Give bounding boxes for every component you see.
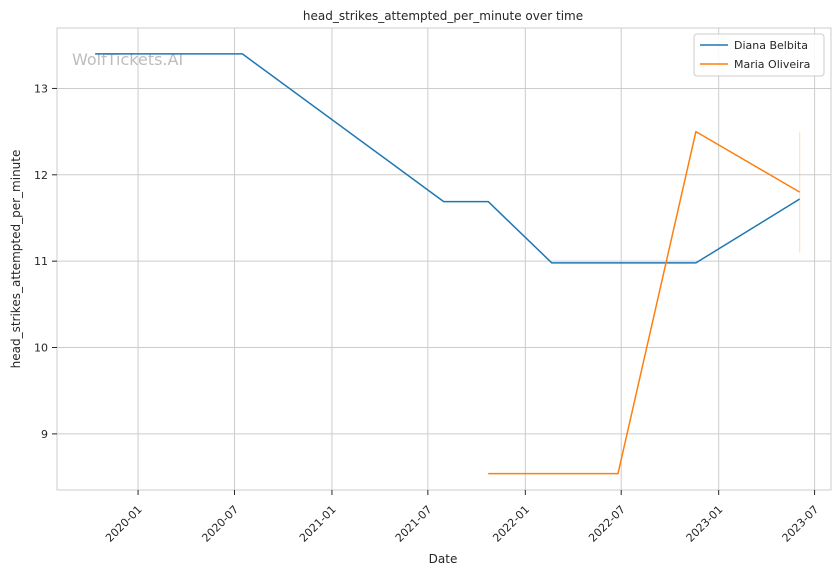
y-tick-label: 11 xyxy=(34,255,48,268)
x-tick-label: 2021-07 xyxy=(393,503,435,545)
x-tick-label: 2021-01 xyxy=(297,503,339,545)
x-tick-label: 2020-07 xyxy=(199,503,241,545)
x-axis-label: Date xyxy=(429,552,458,566)
series xyxy=(95,53,801,475)
x-tick-label: 2022-01 xyxy=(490,503,532,545)
x-tick-label: 2023-01 xyxy=(684,503,726,545)
legend-label-diana-belbita: Diana Belbita xyxy=(734,39,808,52)
y-tick-label: 12 xyxy=(34,169,48,182)
legend-label-maria-oliveira: Maria Oliveira xyxy=(734,58,810,71)
series-line-diana-belbita xyxy=(95,53,801,264)
y-axis-label: head_strikes_attempted_per_minute xyxy=(9,150,23,369)
chart-title: head_strikes_attempted_per_minute over t… xyxy=(303,9,583,23)
plot-area xyxy=(56,27,832,491)
y-tick-label: 10 xyxy=(34,342,48,355)
series-line-maria-oliveira xyxy=(488,130,801,475)
x-tick-label: 2023-07 xyxy=(780,503,822,545)
y-tick-label: 9 xyxy=(41,428,48,441)
watermark: WolfTickets.AI xyxy=(72,50,183,69)
x-tick-label: 2020-01 xyxy=(103,503,145,545)
x-tick-label: 2022-07 xyxy=(586,503,628,545)
y-tick-label: 13 xyxy=(34,82,48,95)
grid xyxy=(57,28,831,490)
legend: Diana Belbita Maria Oliveira xyxy=(693,33,825,77)
